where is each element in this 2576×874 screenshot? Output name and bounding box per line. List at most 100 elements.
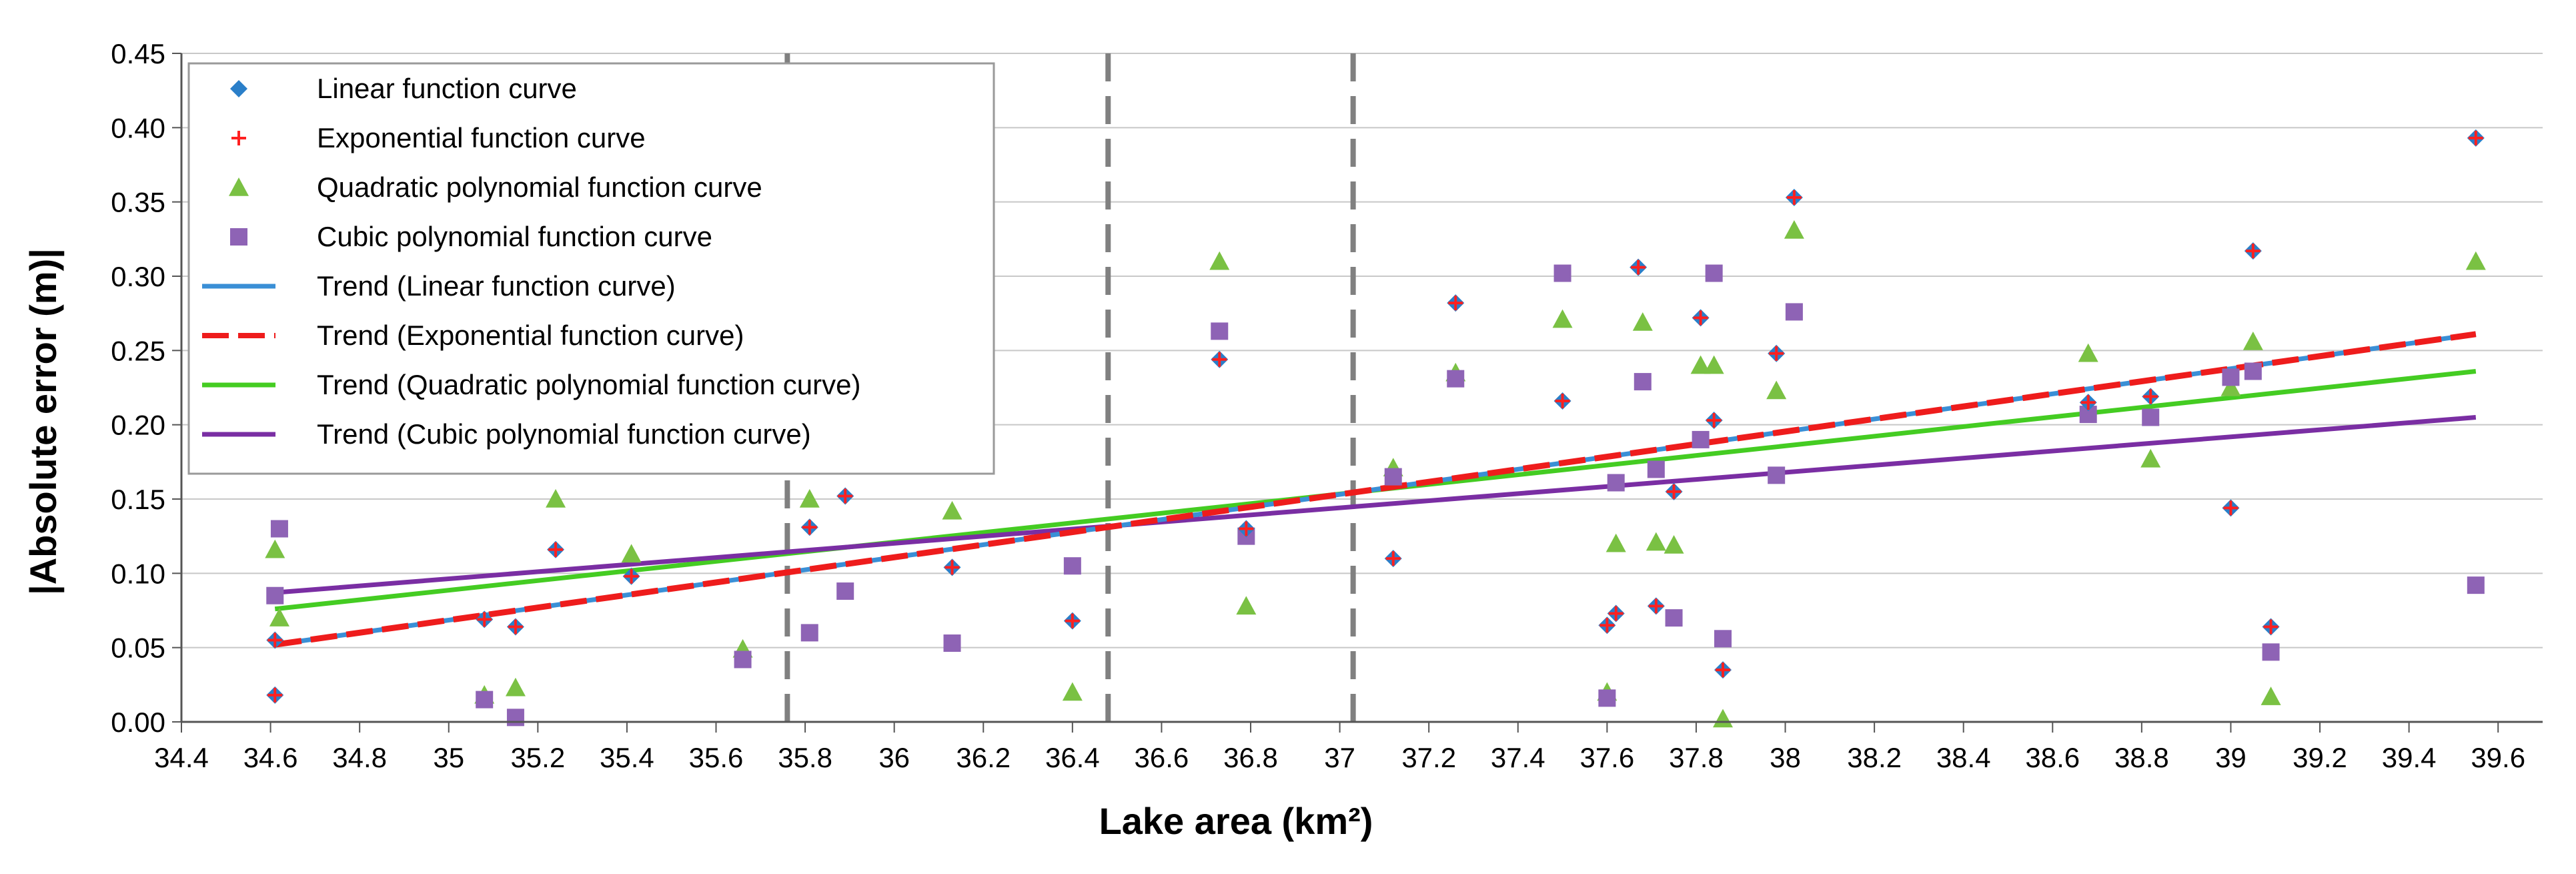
legend-label: Trend (Exponential function curve) (317, 320, 744, 351)
cubic-data-point (2244, 362, 2262, 380)
legend: Linear function curve Exponential functio… (187, 62, 995, 475)
cubic-data-point (836, 582, 854, 600)
cubic-data-point (1211, 322, 1229, 340)
exponential-data-point (1212, 352, 1227, 367)
quadratic-data-point (2140, 448, 2161, 468)
x-tick-label: 37 (1324, 742, 1355, 773)
x-tick-label: 38.6 (2025, 742, 2080, 773)
trend-exponential-line (274, 331, 2477, 648)
cubic-data-point (1634, 373, 1652, 391)
y-tick-label: 0.10 (111, 558, 165, 589)
exponential-data-point (1716, 663, 1731, 678)
exponential-data-point (1648, 598, 1664, 614)
x-tick-label: 37.6 (1579, 742, 1634, 773)
cubic-data-point (506, 709, 524, 727)
y-axis-label: |Absolute error (m)| (22, 248, 65, 595)
exponential-data-point (1706, 412, 1722, 428)
cubic-data-point (1785, 303, 1803, 321)
quadratic-data-point (1766, 380, 1787, 400)
x-tick-label: 36.4 (1045, 742, 1100, 773)
cubic-data-point (1553, 264, 1571, 282)
legend-label: Trend (Linear function curve) (317, 270, 676, 302)
quadratic-data-point (269, 608, 289, 626)
exponential-data-point (2143, 389, 2158, 404)
y-tick-label: 0.15 (111, 484, 165, 515)
y-tick-label: 0.00 (111, 707, 165, 738)
exponential-data-point (2245, 244, 2261, 259)
x-tick-label: 35.6 (689, 742, 744, 773)
y-tick-label: 0.05 (111, 632, 165, 664)
exponential-data-point (1693, 310, 1708, 326)
quadratic-data-point (1632, 312, 1653, 331)
x-tick-label: 36.2 (956, 742, 1011, 773)
cubic-data-point (1768, 466, 1786, 484)
trend-lines (274, 331, 2477, 648)
legend-label: Trend (Cubic polynomial function curve) (317, 418, 811, 450)
exponential-data-point (267, 687, 283, 703)
quadratic-data-point (1690, 355, 1711, 374)
quadratic-data-point (621, 544, 642, 563)
quadratic-data-point (2078, 343, 2098, 362)
exponential-data-point (1666, 484, 1682, 499)
legend-label: Trend (Quadratic polynomial function cur… (317, 369, 860, 400)
exponential-data-point (1239, 521, 1254, 536)
exponential-data-point (1065, 613, 1080, 628)
quadratic-data-point (265, 539, 285, 558)
cubic-data-point (1598, 689, 1616, 707)
legend-swatch-plus (231, 131, 246, 145)
quadratic-data-point (1605, 533, 1626, 552)
cubic-data-point (1447, 370, 1465, 388)
quadratic-data-point (1552, 309, 1573, 328)
cubic-data-point (1665, 609, 1683, 627)
cubic-data-point (1647, 460, 1665, 478)
exponential-data-point (548, 542, 564, 557)
quadratic-data-point (2465, 251, 2486, 270)
legend-swatch-triangle (229, 177, 249, 196)
quadratic-data-point (1209, 251, 1230, 270)
exponential-data-point (1448, 296, 1463, 311)
trend-cubic-line (274, 415, 2477, 595)
cubic-data-point (1705, 264, 1723, 282)
quadratic-data-point (942, 500, 962, 520)
y-tick-label: 0.40 (111, 112, 165, 143)
x-tick-label: 37.2 (1401, 742, 1456, 773)
x-tick-label: 37.8 (1669, 742, 1724, 773)
legend-label: Exponential function curve (317, 122, 646, 153)
exponential-data-point (1769, 346, 1784, 361)
cubic-data-point (734, 650, 752, 669)
x-tick-label: 36.8 (1223, 742, 1278, 773)
cubic-data-point (800, 624, 818, 642)
exponential-data-point (802, 520, 817, 535)
axes (180, 53, 2543, 723)
cubic-data-point (476, 691, 494, 709)
cubic-data-point (1692, 430, 1710, 448)
x-tick-label: 34.6 (243, 742, 298, 773)
cubic-data-point (1607, 474, 1625, 492)
x-tick-label: 39.4 (2382, 742, 2437, 773)
x-tick-label: 36 (878, 742, 910, 773)
quadratic-data-point (1062, 682, 1083, 701)
y-tick-label: 0.30 (111, 261, 165, 292)
x-tick-label: 35.4 (600, 742, 654, 773)
quadratic-data-point (1236, 596, 1257, 615)
cubic-data-point (2142, 408, 2160, 426)
x-tick-label: 38.8 (2114, 742, 2169, 773)
legend-label: Linear function curve (317, 73, 577, 104)
exponential-data-point (2263, 619, 2279, 634)
y-tick-label: 0.35 (111, 187, 165, 218)
y-tick-labels: 0.00 0.05 0.10 0.15 0.20 0.25 0.30 0.35 0.40 0.45 (111, 38, 165, 738)
y-tick-label: 0.20 (111, 410, 165, 441)
quadratic-data-point (1704, 355, 1724, 374)
y-tick-label: 0.25 (111, 335, 165, 366)
x-tick-label: 39 (2215, 742, 2246, 773)
x-tick-label: 35 (433, 742, 464, 773)
cubic-data-point (943, 634, 961, 652)
exponential-data-point (2468, 130, 2483, 145)
legend-label: Quadratic polynomial function curve (317, 171, 762, 203)
exponential-data-point (1786, 189, 1802, 205)
quadratic-data-point (1646, 532, 1666, 551)
exponential-data-point (1608, 606, 1624, 621)
x-tick-label: 39.2 (2293, 742, 2347, 773)
exponential-data-point (267, 632, 283, 648)
